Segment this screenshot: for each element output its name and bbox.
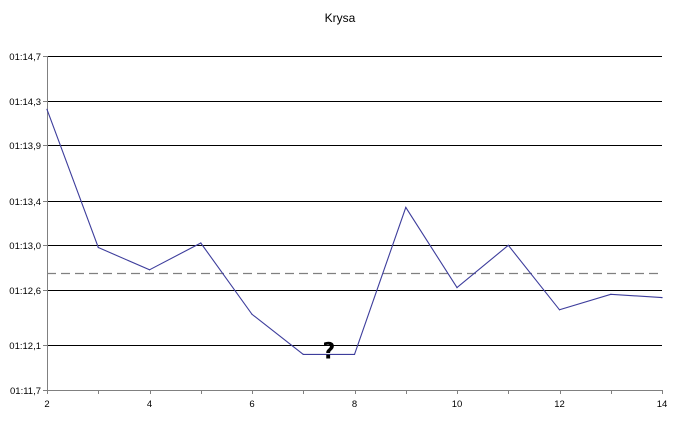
y-tick-label: 01:12,1: [9, 341, 41, 352]
data-point: [302, 353, 304, 355]
data-point: [507, 244, 509, 246]
x-tick-label: 8: [352, 399, 357, 410]
data-point: [97, 246, 99, 249]
data-point: [456, 287, 458, 289]
y-tick-label: 01:13,4: [9, 197, 41, 208]
data-point: [610, 293, 612, 295]
data-point: [46, 108, 48, 110]
x-tick-label: 2: [44, 399, 49, 410]
series-layer: [46, 108, 663, 355]
x-tick-label: 14: [657, 399, 668, 410]
data-point: [405, 206, 407, 208]
data-point: [251, 313, 253, 315]
annotation-layer: ?: [322, 339, 335, 364]
y-tick-label: 01:13,0: [9, 241, 41, 252]
y-tick-label: 01:11,7: [10, 386, 41, 397]
tick-labels: 01:11,7 01:12,1 01:12,6 01:13,0 01:13,4 01:13…: [9, 52, 667, 410]
x-tick-label: 6: [249, 399, 254, 410]
y-tick-label: 01:14,7: [9, 52, 41, 63]
x-tick-label: 12: [554, 399, 565, 410]
y-tick-label: 01:12,6: [9, 286, 41, 297]
y-tick-label: 01:14,3: [9, 97, 41, 108]
data-point: [661, 297, 663, 299]
data-point: [200, 242, 202, 244]
data-point: [558, 309, 561, 311]
x-tick-label: 4: [147, 399, 152, 410]
y-tick-label: 01:13,9: [9, 141, 41, 152]
data-point: [148, 269, 151, 271]
chart-title: Krysa: [325, 11, 356, 25]
data-point: [353, 353, 356, 355]
axes: [43, 56, 663, 394]
gridlines: [47, 56, 662, 346]
x-tick-label: 10: [452, 399, 463, 410]
annotation-question-mark: ?: [322, 339, 335, 364]
series-line: [46, 109, 663, 355]
